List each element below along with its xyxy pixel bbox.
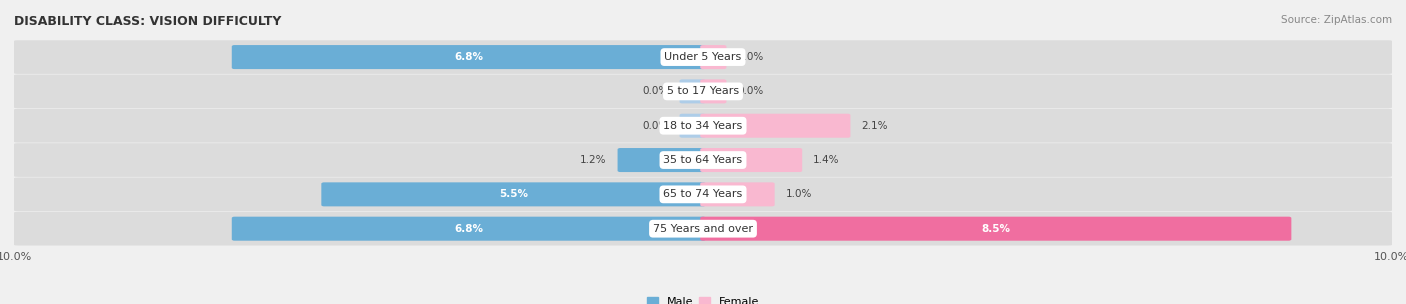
Text: 5 to 17 Years: 5 to 17 Years (666, 86, 740, 96)
Text: DISABILITY CLASS: VISION DIFFICULTY: DISABILITY CLASS: VISION DIFFICULTY (14, 15, 281, 28)
FancyBboxPatch shape (617, 148, 706, 172)
FancyBboxPatch shape (700, 182, 775, 206)
FancyBboxPatch shape (700, 148, 803, 172)
FancyBboxPatch shape (13, 143, 1393, 177)
Legend: Male, Female: Male, Female (643, 292, 763, 304)
FancyBboxPatch shape (13, 109, 1393, 143)
Text: 8.5%: 8.5% (981, 224, 1011, 234)
Text: 18 to 34 Years: 18 to 34 Years (664, 121, 742, 131)
Text: 2.1%: 2.1% (862, 121, 889, 131)
FancyBboxPatch shape (13, 212, 1393, 246)
FancyBboxPatch shape (13, 40, 1393, 74)
FancyBboxPatch shape (700, 45, 727, 69)
FancyBboxPatch shape (679, 79, 706, 103)
Text: 0.0%: 0.0% (738, 52, 763, 62)
FancyBboxPatch shape (322, 182, 706, 206)
FancyBboxPatch shape (700, 114, 851, 138)
FancyBboxPatch shape (700, 217, 1291, 241)
Text: Under 5 Years: Under 5 Years (665, 52, 741, 62)
Text: Source: ZipAtlas.com: Source: ZipAtlas.com (1281, 15, 1392, 25)
FancyBboxPatch shape (13, 74, 1393, 108)
FancyBboxPatch shape (13, 178, 1393, 211)
FancyBboxPatch shape (700, 79, 727, 103)
Text: 75 Years and over: 75 Years and over (652, 224, 754, 234)
FancyBboxPatch shape (679, 114, 706, 138)
Text: 5.5%: 5.5% (499, 189, 529, 199)
Text: 6.8%: 6.8% (454, 224, 484, 234)
FancyBboxPatch shape (232, 45, 706, 69)
Text: 6.8%: 6.8% (454, 52, 484, 62)
Text: 0.0%: 0.0% (643, 86, 669, 96)
Text: 1.4%: 1.4% (813, 155, 839, 165)
Text: 0.0%: 0.0% (738, 86, 763, 96)
Text: 1.2%: 1.2% (581, 155, 606, 165)
Text: 35 to 64 Years: 35 to 64 Years (664, 155, 742, 165)
Text: 1.0%: 1.0% (786, 189, 813, 199)
Text: 0.0%: 0.0% (643, 121, 669, 131)
Text: 65 to 74 Years: 65 to 74 Years (664, 189, 742, 199)
FancyBboxPatch shape (232, 217, 706, 241)
